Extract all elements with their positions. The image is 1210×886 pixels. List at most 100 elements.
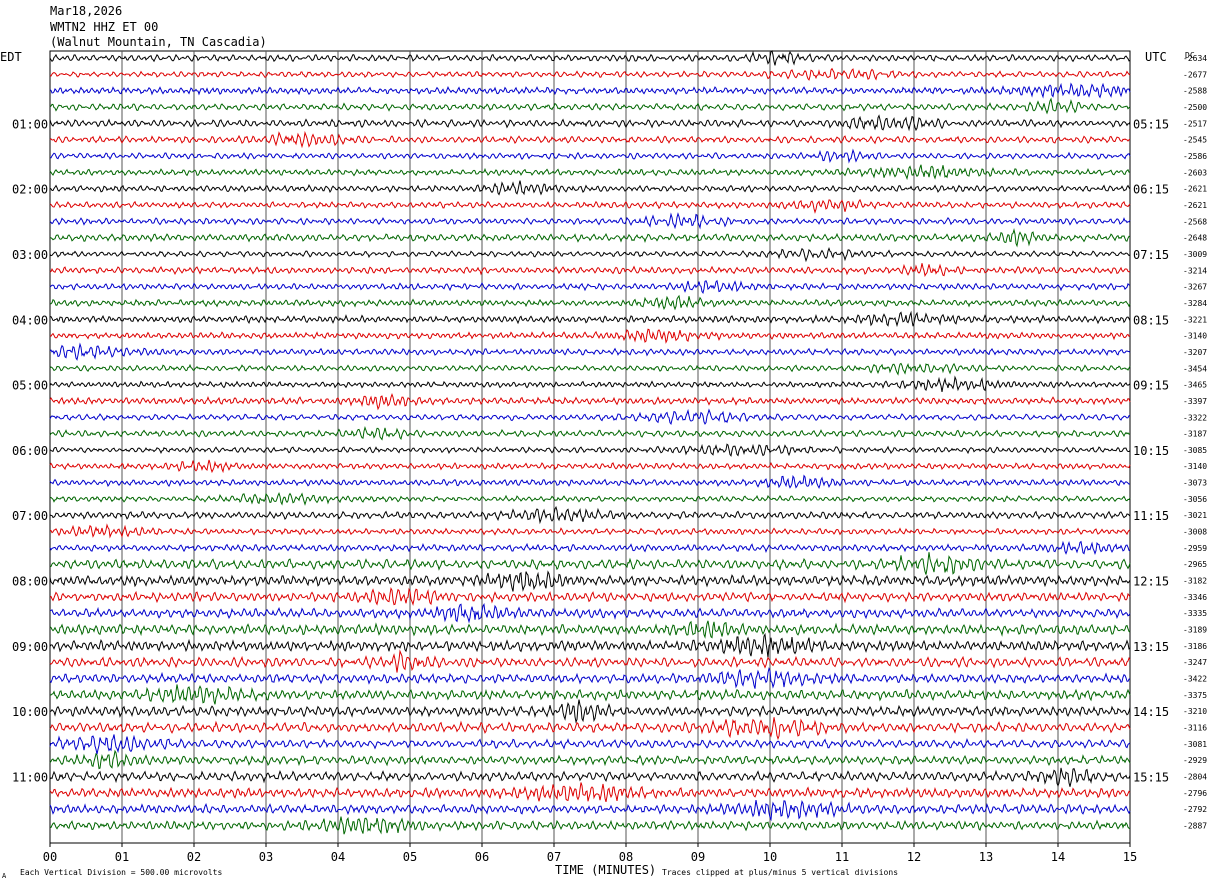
utc-axis-label: UTC (1145, 50, 1167, 64)
dc-offset-label: -3210 (1183, 707, 1207, 716)
utc-hour-label: 13:15 (1133, 640, 1169, 654)
seismic-trace (49, 212, 1131, 230)
x-tick-label: 07 (547, 850, 561, 864)
x-axis-title: TIME (MINUTES) (555, 863, 656, 877)
seismic-trace (49, 392, 1131, 411)
dc-offset-label: -2568 (1183, 217, 1207, 226)
dc-offset-label: -3267 (1183, 283, 1207, 292)
seismic-trace (49, 540, 1131, 556)
seismic-trace (49, 328, 1131, 344)
dc-offset-label: -3397 (1183, 397, 1207, 406)
seismic-trace (49, 310, 1131, 328)
utc-hour-label: 09:15 (1133, 379, 1169, 393)
plot-frame (49, 50, 1131, 844)
utc-hour-label: 15:15 (1133, 771, 1169, 785)
seismic-trace (49, 148, 1131, 164)
seismic-trace (49, 506, 1131, 525)
seismic-trace (49, 799, 1131, 822)
seismic-trace (49, 97, 1131, 115)
utc-hour-label: 11:15 (1133, 509, 1169, 523)
edt-hour-label: 07:00 (12, 509, 48, 523)
seismic-trace (49, 67, 1131, 81)
seismic-trace (49, 362, 1131, 376)
utc-hour-label: 08:15 (1133, 313, 1169, 327)
dc-offset-label: -3008 (1183, 528, 1207, 537)
x-tick-label: 05 (403, 850, 417, 864)
location-label: (Walnut Mountain, TN Cascadia) (50, 35, 267, 49)
x-tick-label: 14 (1051, 850, 1065, 864)
x-tick-label: 12 (907, 850, 921, 864)
dc-offset-label: -2586 (1183, 152, 1207, 161)
x-tick-label: 03 (259, 850, 273, 864)
seismic-trace (49, 50, 1131, 66)
axis-labels: EDT UTC DC TIME (MINUTES) Each Vertical … (0, 50, 1207, 880)
edt-hour-label: 05:00 (12, 379, 48, 393)
dc-offset-label: -3322 (1183, 413, 1207, 422)
seismic-trace (49, 782, 1131, 803)
seismic-trace (49, 587, 1131, 607)
seismic-trace (49, 228, 1131, 248)
corner-mark: A (2, 872, 7, 880)
dc-offset-label: -2517 (1183, 119, 1207, 128)
dc-offset-label: -3375 (1183, 691, 1207, 700)
dc-offset-label: -3085 (1183, 446, 1207, 455)
edt-axis-label: EDT (0, 50, 22, 64)
seismic-trace (49, 474, 1131, 490)
seismic-trace (49, 342, 1131, 361)
seismic-trace (49, 130, 1131, 149)
seismic-trace (49, 749, 1131, 770)
seismic-trace (49, 649, 1131, 673)
seismic-trace (49, 114, 1131, 132)
dc-offset-label: -2500 (1183, 103, 1207, 112)
utc-hour-label: 06:15 (1133, 183, 1169, 197)
seismic-trace (49, 816, 1131, 835)
x-tick-label: 10 (763, 850, 777, 864)
date-label: Mar18,2026 (50, 4, 123, 18)
seismic-trace (49, 699, 1131, 724)
dc-offset-label: -2929 (1183, 756, 1207, 765)
seismic-trace (49, 734, 1131, 755)
dc-offset-label: -3335 (1183, 609, 1207, 618)
dc-offset-label: -2796 (1183, 789, 1207, 798)
dc-offset-label: -2634 (1183, 54, 1207, 63)
seismic-trace (49, 246, 1131, 263)
seismic-trace (49, 570, 1131, 592)
dc-offset-label: -3189 (1183, 626, 1207, 635)
edt-hour-label: 02:00 (12, 183, 48, 197)
dc-offset-label: -3247 (1183, 658, 1207, 667)
x-tick-label: 13 (979, 850, 993, 864)
dc-offset-label: -3021 (1183, 511, 1207, 520)
dc-offset-label: -3221 (1183, 315, 1207, 324)
seismic-trace (49, 294, 1131, 311)
seismic-trace (49, 408, 1131, 426)
edt-hour-label: 01:00 (12, 117, 48, 131)
dc-offset-label: -3454 (1183, 364, 1207, 373)
edt-hour-label: 11:00 (12, 771, 48, 785)
dc-offset-label: -2792 (1183, 805, 1207, 814)
dc-offset-label: -3346 (1183, 593, 1207, 602)
dc-offset-label: -3182 (1183, 577, 1207, 586)
dc-offset-label: -3140 (1183, 462, 1207, 471)
dc-offset-label: -2588 (1183, 87, 1207, 96)
scale-note: Each Vertical Division = 500.00 microvol… (20, 868, 222, 877)
x-tick-label: 00 (43, 850, 57, 864)
dc-offset-label: -3116 (1183, 724, 1207, 733)
x-tick-label: 15 (1123, 850, 1137, 864)
utc-hour-label: 12:15 (1133, 575, 1169, 589)
dc-offset-label: -2804 (1183, 773, 1207, 782)
dc-offset-label: -3465 (1183, 381, 1207, 390)
edt-hour-label: 03:00 (12, 248, 48, 262)
edt-hour-label: 06:00 (12, 444, 48, 458)
dc-label: DC (1185, 51, 1195, 60)
seismic-trace (49, 684, 1131, 705)
utc-hour-label: 14:15 (1133, 705, 1169, 719)
dc-offset-label: -2959 (1183, 544, 1207, 553)
seismic-trace (49, 82, 1131, 99)
seismic-trace (49, 375, 1131, 392)
utc-hour-label: 10:15 (1133, 444, 1169, 458)
seismic-trace (49, 164, 1131, 181)
x-tick-label: 04 (331, 850, 345, 864)
edt-hour-label: 10:00 (12, 705, 48, 719)
seismic-trace (49, 263, 1131, 278)
